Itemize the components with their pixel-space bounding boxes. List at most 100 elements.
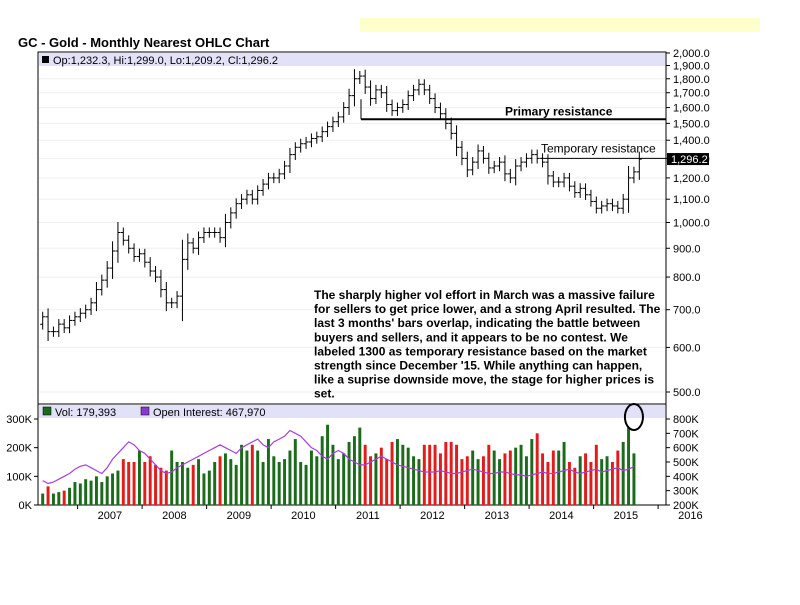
volume-bar <box>170 450 174 505</box>
x-tick-label: 2010 <box>291 510 315 522</box>
ohlc-bar <box>437 102 443 119</box>
price-tick-label: 900.0 <box>673 243 701 255</box>
volume-bar <box>401 444 405 505</box>
volume-bar <box>508 450 512 505</box>
volume-bar <box>234 464 238 505</box>
commentary-line: last 3 months' bars overlap, indicating … <box>314 316 640 330</box>
volume-bar <box>557 450 561 505</box>
price-tick-label: 500.0 <box>673 387 701 399</box>
ohlc-bar <box>282 160 288 180</box>
ohlc-bar <box>346 88 352 116</box>
price-tick-label: 1,100.0 <box>673 194 710 206</box>
ohlc-bar <box>120 227 126 246</box>
ohlc-bar <box>411 84 417 101</box>
volume-bar <box>154 464 158 505</box>
price-tick-label: 1,000.0 <box>673 218 710 230</box>
volume-bar <box>143 462 147 505</box>
volume-bar <box>428 444 432 505</box>
volume-bar <box>379 447 383 505</box>
volume-bar <box>148 456 152 505</box>
ohlc-bar <box>67 315 73 334</box>
volume-bar <box>164 470 168 505</box>
volume-bar <box>600 459 604 505</box>
volume-bar <box>89 480 93 505</box>
price-panel <box>37 51 667 405</box>
price-tick-label: 1,800.0 <box>673 74 710 86</box>
ohlc-bar <box>136 248 142 262</box>
volume-bar <box>385 459 389 505</box>
ohlc-bar <box>373 84 379 104</box>
open-interest-tick-label: 800K <box>673 414 699 426</box>
ohlc-bar <box>368 80 374 106</box>
volume-bar <box>121 459 125 505</box>
ohlc-bar <box>631 166 637 184</box>
ohlc-bar <box>190 237 196 254</box>
volume-bar <box>358 427 362 505</box>
volume-bar <box>578 456 582 505</box>
ohlc-bar <box>534 149 540 164</box>
open-interest-tick-label: 300K <box>673 486 699 498</box>
ohlc-bar <box>104 261 110 288</box>
volume-bar <box>245 450 249 505</box>
ohlc-bar <box>153 266 159 283</box>
ohlc-bar <box>588 189 594 207</box>
volume-bar <box>202 473 206 505</box>
volume-bar <box>589 462 593 505</box>
ohlc-bar <box>72 311 78 326</box>
ohlc-bar <box>201 227 207 243</box>
volume-bar <box>218 456 222 505</box>
ohlc-bar <box>480 145 486 164</box>
volume-bar <box>105 476 109 505</box>
open-interest-tick-label: 200K <box>673 500 699 512</box>
volume-bar <box>347 441 351 505</box>
volume-bar <box>594 444 598 505</box>
ohlc-bar <box>432 93 438 114</box>
ohlc-bar <box>394 102 400 116</box>
ohlc-bar <box>604 198 610 212</box>
volume-bar <box>213 462 217 505</box>
volume-bar <box>250 444 254 505</box>
ohlc-bar <box>550 170 556 188</box>
x-tick-label: 2007 <box>98 510 122 522</box>
volume-bar <box>240 444 244 505</box>
ohlc-bar <box>507 168 513 184</box>
ohlc-bar <box>126 235 132 254</box>
volume-bar <box>352 436 356 505</box>
commentary-line: buyers and sellers, and it appears to be… <box>314 330 628 344</box>
ohlc-bar <box>491 160 497 174</box>
volume-bar <box>492 450 496 505</box>
ohlc-bar <box>513 159 519 186</box>
volume-bar <box>395 439 399 505</box>
price-tick-label: 1,600.0 <box>673 103 710 115</box>
commentary-line: set. <box>314 387 335 401</box>
volume-bar <box>514 447 518 505</box>
x-tick-label: 2009 <box>227 510 251 522</box>
price-tick-label: 600.0 <box>673 342 701 354</box>
x-tick-label: 2011 <box>356 510 380 522</box>
volume-bar <box>277 462 281 505</box>
ohlc-bar <box>566 173 572 192</box>
ohlc-bar <box>378 84 384 98</box>
ohlc-bar <box>131 243 137 262</box>
volume-panel <box>37 403 667 506</box>
ohlc-bar <box>330 116 336 132</box>
volume-bar <box>127 462 131 505</box>
volume-bar <box>326 424 330 505</box>
ohlc-bar <box>341 102 347 123</box>
ohlc-bar <box>298 138 304 153</box>
ohlc-bar <box>502 155 508 182</box>
volume-bar <box>584 453 588 505</box>
ohlc-bar <box>265 172 271 190</box>
open-interest-tick-label: 500K <box>673 457 699 469</box>
ohlc-bar <box>255 185 261 205</box>
ohlc-bar <box>351 69 357 107</box>
volume-bar <box>100 482 104 505</box>
volume-bar <box>73 482 77 505</box>
ohlc-bar <box>577 183 583 198</box>
ohlc-bar <box>593 196 599 214</box>
ohlc-bar <box>626 165 632 213</box>
ohlc-bar <box>454 125 460 157</box>
volume-bar <box>460 459 464 505</box>
volume-bar <box>616 450 620 505</box>
